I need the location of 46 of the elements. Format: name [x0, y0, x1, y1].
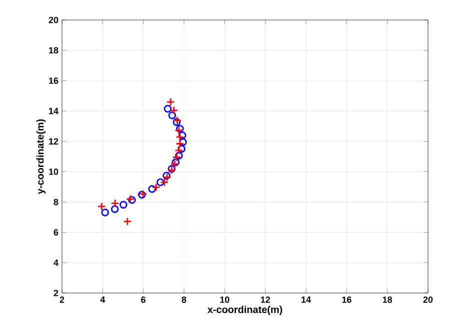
x-tick-label: 12: [260, 296, 270, 303]
point: [176, 139, 184, 148]
point: [176, 132, 184, 142]
point: [178, 145, 186, 153]
point: [148, 185, 156, 193]
y-tick-label: 12: [49, 138, 58, 144]
x-tick-label: 2: [60, 296, 64, 303]
x-tick-label: 20: [423, 296, 433, 303]
point: [179, 138, 187, 146]
point: [172, 152, 181, 162]
x-tick-label: 14: [302, 296, 311, 303]
point: [110, 205, 119, 214]
point: [152, 183, 160, 192]
point: [175, 152, 183, 160]
point: [97, 202, 106, 211]
point: [162, 172, 172, 182]
y-tick-label: 20: [48, 16, 58, 24]
point: [168, 112, 176, 120]
y-tick-label: 4: [54, 260, 58, 266]
point: [164, 104, 172, 113]
point: [120, 200, 128, 209]
y-tick-label: 10: [49, 168, 58, 175]
y-axis-title: y-coordinate(m): [36, 119, 46, 194]
x-axis-title: x-coordinate(m): [207, 306, 282, 316]
y-tick-label: 6: [54, 229, 58, 236]
point: [170, 106, 178, 115]
y-tick-label: 16: [49, 77, 58, 84]
x-tick-label: 6: [141, 296, 146, 303]
point: [174, 146, 184, 155]
point: [160, 178, 169, 187]
x-tick-label: 10: [220, 296, 230, 303]
x-tick-label: 18: [382, 296, 392, 303]
point: [166, 98, 175, 106]
y-tick-label: 14: [49, 108, 58, 114]
point: [110, 199, 120, 208]
y-tick-label: 18: [49, 47, 58, 54]
y-tick-label: 2: [54, 290, 58, 296]
x-tick-label: 4: [100, 296, 106, 303]
point: [178, 132, 186, 140]
y-tick-label: 8: [54, 198, 58, 206]
point: [101, 208, 109, 216]
point: [162, 172, 170, 180]
x-tick-label: 8: [182, 296, 186, 303]
point: [123, 217, 132, 226]
x-tick-label: 16: [342, 296, 352, 303]
point: [156, 178, 164, 186]
